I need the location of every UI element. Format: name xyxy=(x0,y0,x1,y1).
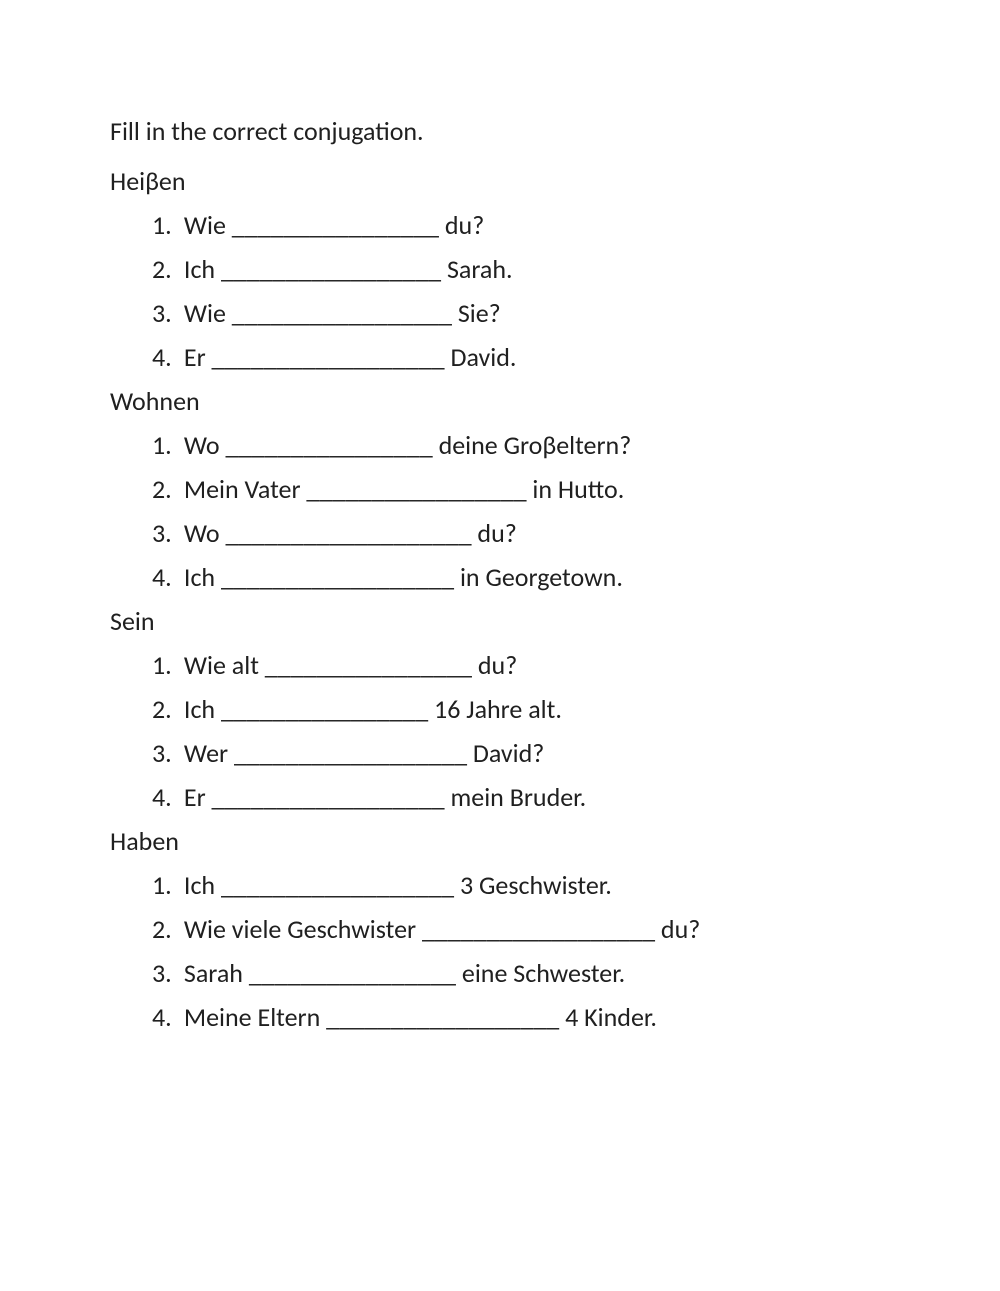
list-item: 3. Wie _________________ Sie? xyxy=(110,297,890,329)
list-item: 1. Wie alt ________________ du? xyxy=(110,649,890,681)
item-number: 3. xyxy=(152,297,178,329)
item-text: Wo ___________________ du? xyxy=(184,517,517,549)
item-number: 1. xyxy=(152,209,178,241)
list-item: 3. Wo ___________________ du? xyxy=(110,517,890,549)
item-text: Ich __________________ in Georgetown. xyxy=(184,561,623,593)
item-number: 2. xyxy=(152,913,178,945)
item-text: Ich _________________ Sarah. xyxy=(184,253,513,285)
item-text: Wie viele Geschwister __________________… xyxy=(184,913,700,945)
list-item: 4. Er __________________ David. xyxy=(110,341,890,373)
item-text: Wie _________________ Sie? xyxy=(184,297,501,329)
section-title-wohnen: Wohnen xyxy=(110,385,890,417)
item-number: 2. xyxy=(152,253,178,285)
item-text: Mein Vater _________________ in Hutto. xyxy=(184,473,624,505)
item-number: 3. xyxy=(152,957,178,989)
list-item: 4. Meine Eltern __________________ 4 Kin… xyxy=(110,1001,890,1033)
list-item: 1. Wie ________________ du? xyxy=(110,209,890,241)
list-item: 4. Er __________________ mein Bruder. xyxy=(110,781,890,813)
list-item: 1. Wo ________________ deine Groβeltern? xyxy=(110,429,890,461)
item-number: 1. xyxy=(152,649,178,681)
item-number: 1. xyxy=(152,869,178,901)
item-text: Er __________________ mein Bruder. xyxy=(184,781,586,813)
item-number: 4. xyxy=(152,341,178,373)
item-number: 2. xyxy=(152,693,178,725)
item-number: 3. xyxy=(152,737,178,769)
item-text: Ich __________________ 3 Geschwister. xyxy=(184,869,612,901)
section-title-haben: Haben xyxy=(110,825,890,857)
worksheet-page: Fill in the correct conjugation. Heiβen … xyxy=(0,0,1000,1291)
item-text: Wer __________________ David? xyxy=(184,737,544,769)
section-title-sein: Sein xyxy=(110,605,890,637)
item-text: Wie alt ________________ du? xyxy=(184,649,517,681)
item-text: Wo ________________ deine Groβeltern? xyxy=(184,429,631,461)
item-text: Meine Eltern __________________ 4 Kinder… xyxy=(184,1001,657,1033)
item-text: Ich ________________ 16 Jahre alt. xyxy=(184,693,562,725)
list-item: 2. Ich ________________ 16 Jahre alt. xyxy=(110,693,890,725)
item-text: Sarah ________________ eine Schwester. xyxy=(184,957,625,989)
item-number: 4. xyxy=(152,561,178,593)
list-item: 1. Ich __________________ 3 Geschwister. xyxy=(110,869,890,901)
list-item: 2. Mein Vater _________________ in Hutto… xyxy=(110,473,890,505)
item-text: Er __________________ David. xyxy=(184,341,517,373)
item-text: Wie ________________ du? xyxy=(184,209,484,241)
item-number: 4. xyxy=(152,781,178,813)
list-item: 3. Wer __________________ David? xyxy=(110,737,890,769)
list-item: 4. Ich __________________ in Georgetown. xyxy=(110,561,890,593)
item-number: 3. xyxy=(152,517,178,549)
list-item: 2. Wie viele Geschwister _______________… xyxy=(110,913,890,945)
item-number: 4. xyxy=(152,1001,178,1033)
section-title-heissen: Heiβen xyxy=(110,165,890,197)
list-item: 3. Sarah ________________ eine Schwester… xyxy=(110,957,890,989)
item-number: 1. xyxy=(152,429,178,461)
instruction-text: Fill in the correct conjugation. xyxy=(110,115,890,147)
list-item: 2. Ich _________________ Sarah. xyxy=(110,253,890,285)
item-number: 2. xyxy=(152,473,178,505)
